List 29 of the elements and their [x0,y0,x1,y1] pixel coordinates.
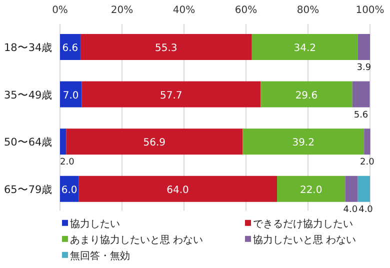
data-label: 4.0 [343,204,358,215]
y-tick-label: 65〜79歳 [4,182,53,196]
data-label: 3.9 [356,63,372,73]
data-label: 39.2 [292,138,314,149]
data-label: 29.6 [295,90,318,102]
legend-label: 無回答・無効 [70,250,130,262]
data-label: 6.0 [61,184,78,196]
data-label: 5.6 [354,110,368,120]
x-tick-label: 40% [172,5,196,16]
data-label: 2.0 [360,158,375,168]
data-label: 56.9 [143,138,166,149]
legend-label: 協力したい [70,218,120,230]
x-tick-label: 100% [356,5,384,16]
data-label: 64.0 [166,184,189,196]
data-label: 57.7 [160,90,182,102]
y-tick-label: 50〜64歳 [4,136,53,149]
data-label: 34.2 [294,43,316,54]
data-label: 7.0 [62,90,79,102]
x-tick-label: 0% [52,5,68,16]
data-label: 55.3 [155,43,178,54]
x-tick-label: 20% [110,5,134,16]
x-tick-label: 80% [296,5,320,16]
data-label: 6.6 [62,43,78,54]
data-label: 4.0 [358,204,374,215]
data-label: 2.0 [60,158,75,168]
x-tick-label: 60% [234,5,258,16]
y-tick-label: 35〜49歳 [4,88,53,102]
data-label: 22.0 [300,184,322,196]
y-tick-label: 18〜34歳 [4,41,53,54]
